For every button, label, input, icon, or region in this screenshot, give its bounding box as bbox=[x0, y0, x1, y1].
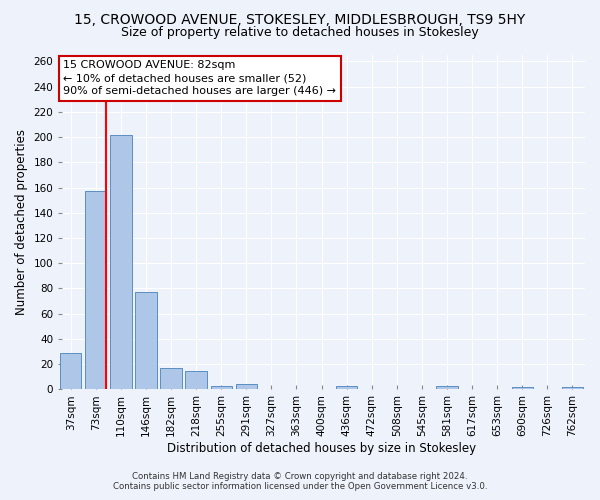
Text: 15 CROWOOD AVENUE: 82sqm
← 10% of detached houses are smaller (52)
90% of semi-d: 15 CROWOOD AVENUE: 82sqm ← 10% of detach… bbox=[64, 60, 337, 96]
Bar bbox=[136, 292, 157, 390]
Bar bbox=[336, 386, 358, 390]
Bar bbox=[85, 192, 106, 390]
Text: Contains HM Land Registry data © Crown copyright and database right 2024.
Contai: Contains HM Land Registry data © Crown c… bbox=[113, 472, 487, 491]
Y-axis label: Number of detached properties: Number of detached properties bbox=[15, 129, 28, 315]
X-axis label: Distribution of detached houses by size in Stokesley: Distribution of detached houses by size … bbox=[167, 442, 476, 455]
Bar bbox=[185, 370, 207, 390]
Text: 15, CROWOOD AVENUE, STOKESLEY, MIDDLESBROUGH, TS9 5HY: 15, CROWOOD AVENUE, STOKESLEY, MIDDLESBR… bbox=[74, 12, 526, 26]
Bar bbox=[60, 353, 82, 390]
Bar bbox=[211, 386, 232, 390]
Bar bbox=[562, 387, 583, 390]
Bar bbox=[160, 368, 182, 390]
Bar bbox=[110, 134, 131, 390]
Bar bbox=[436, 386, 458, 390]
Bar bbox=[512, 387, 533, 390]
Text: Size of property relative to detached houses in Stokesley: Size of property relative to detached ho… bbox=[121, 26, 479, 39]
Bar bbox=[236, 384, 257, 390]
